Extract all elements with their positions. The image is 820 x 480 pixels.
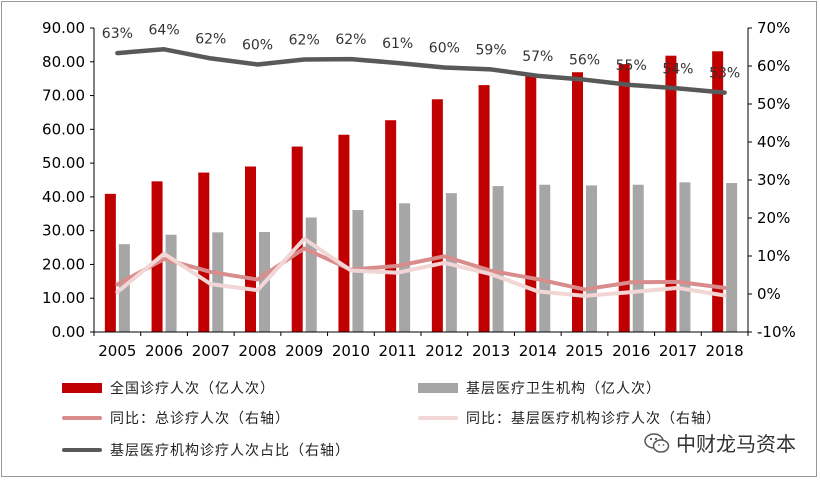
x-tick-label: 2014 [519,342,557,360]
bar [305,217,317,332]
data-label: 62% [289,33,320,49]
y-right-tick-label: 30% [757,171,790,189]
legend-label: 同比：总诊疗人次（右轴） [110,411,290,427]
y-left-tick-label: 70.00 [42,87,85,105]
x-tick-label: 2018 [706,342,744,360]
bar [431,99,443,332]
data-label: 56% [569,53,600,69]
data-labels-group: 63% 64% 62% 60% 62% 62% 61% 60% 59% 57% 56% 55% 54% 5… [102,22,740,81]
watermark: 中财龙马资本 [644,428,796,457]
x-tick-label: 2016 [612,342,650,360]
data-label: 54% [662,61,693,77]
legend-swatch [418,416,458,420]
y-right-tick-label: 50% [757,95,790,113]
x-tick-label: 2010 [332,342,370,360]
bar [151,181,163,332]
y-right-tick-label: 70% [757,19,790,37]
bar [586,185,597,332]
bar [212,232,224,332]
data-label: 60% [242,37,273,53]
bar [165,234,177,332]
bar [399,203,411,332]
data-label: 59% [476,42,507,58]
bar [726,183,738,332]
x-tick-label: 2012 [425,342,463,360]
bar [198,172,210,332]
axes-group: 0.00 10.00 20.00 30.00 40.00 50.00 60.00 70.00 8… [42,19,796,360]
bar [291,146,303,332]
watermark-text: 中财龙马资本 [676,432,796,456]
data-label: 62% [195,31,226,47]
y-left-tick-label: 10.00 [42,289,85,307]
x-tick-label: 2015 [565,342,603,360]
y-left-tick-label: 50.00 [42,154,85,172]
bar [478,85,490,332]
legend-label: 基层医疗机构诊疗人次占比（右轴） [110,443,350,459]
y-left-tick-label: 30.00 [42,222,85,240]
legend-item-national-visits: 全国诊疗人次（亿人次） [62,378,275,398]
series-line [115,246,727,292]
legend-item-yoy-primary: 同比：基层医疗机构诊疗人次（右轴） [418,408,721,428]
legend-label: 全国诊疗人次（亿人次） [110,381,275,397]
y-right-tick-label: -10% [757,323,796,341]
series-line [115,236,727,298]
bar [245,166,256,332]
legend-item-primary-share: 基层医疗机构诊疗人次占比（右轴） [62,440,350,460]
data-label: 64% [149,22,180,38]
bar-series-primary-care-visits [118,182,738,332]
legend-swatch [62,383,102,393]
line-series-group [115,47,727,298]
legend-swatch [62,416,102,420]
wechat-icon [644,432,670,453]
bar [665,55,677,332]
data-label: 61% [382,36,413,52]
data-label: 60% [429,41,460,57]
y-left-tick-label: 20.00 [42,255,85,273]
bar [525,75,537,333]
x-tick-label: 2013 [472,342,510,360]
y-right-tick-label: 10% [757,247,790,265]
bar [679,182,691,332]
x-tick-label: 2007 [192,342,230,360]
x-tick-label: 2017 [659,342,697,360]
data-label: 57% [522,49,553,65]
bar [632,184,644,332]
y-left-tick-label: 90.00 [42,19,85,37]
y-right-tick-label: 20% [757,209,790,227]
x-tick-label: 2006 [145,342,183,360]
x-tick-label: 2008 [238,342,276,360]
x-tick-label: 2009 [285,342,323,360]
y-left-tick-label: 60.00 [42,120,85,138]
legend-label: 基层医疗卫生机构（亿人次） [466,381,661,397]
y-right-tick-label: 60% [757,57,790,75]
series-line [115,47,727,95]
bar [492,186,504,332]
data-label: 55% [616,58,647,74]
bar [385,120,397,332]
y-right-tick-label: 0% [757,285,781,303]
bar-series-national-visits [104,51,724,333]
legend-label: 同比：基层医疗机构诊疗人次（右轴） [466,411,721,427]
legend-item-yoy-total: 同比：总诊疗人次（右轴） [62,408,290,428]
bar [572,72,583,332]
bar [338,134,350,332]
y-left-tick-label: 40.00 [42,188,85,206]
x-tick-label: 2011 [379,342,417,360]
data-label: 53% [709,66,740,82]
bar [539,184,551,332]
y-left-tick-label: 80.00 [42,53,85,71]
data-label: 63% [102,26,133,42]
legend-swatch [62,448,102,452]
bar [618,64,630,333]
data-label: 62% [335,32,366,48]
y-left-tick-label: 0.00 [52,323,85,341]
bar [712,51,724,332]
x-tick-label: 2005 [98,342,136,360]
y-right-tick-label: 40% [757,133,790,151]
legend-item-primary-care-visits: 基层医疗卫生机构（亿人次） [418,378,661,398]
bar [104,193,116,332]
legend-swatch [418,383,458,393]
